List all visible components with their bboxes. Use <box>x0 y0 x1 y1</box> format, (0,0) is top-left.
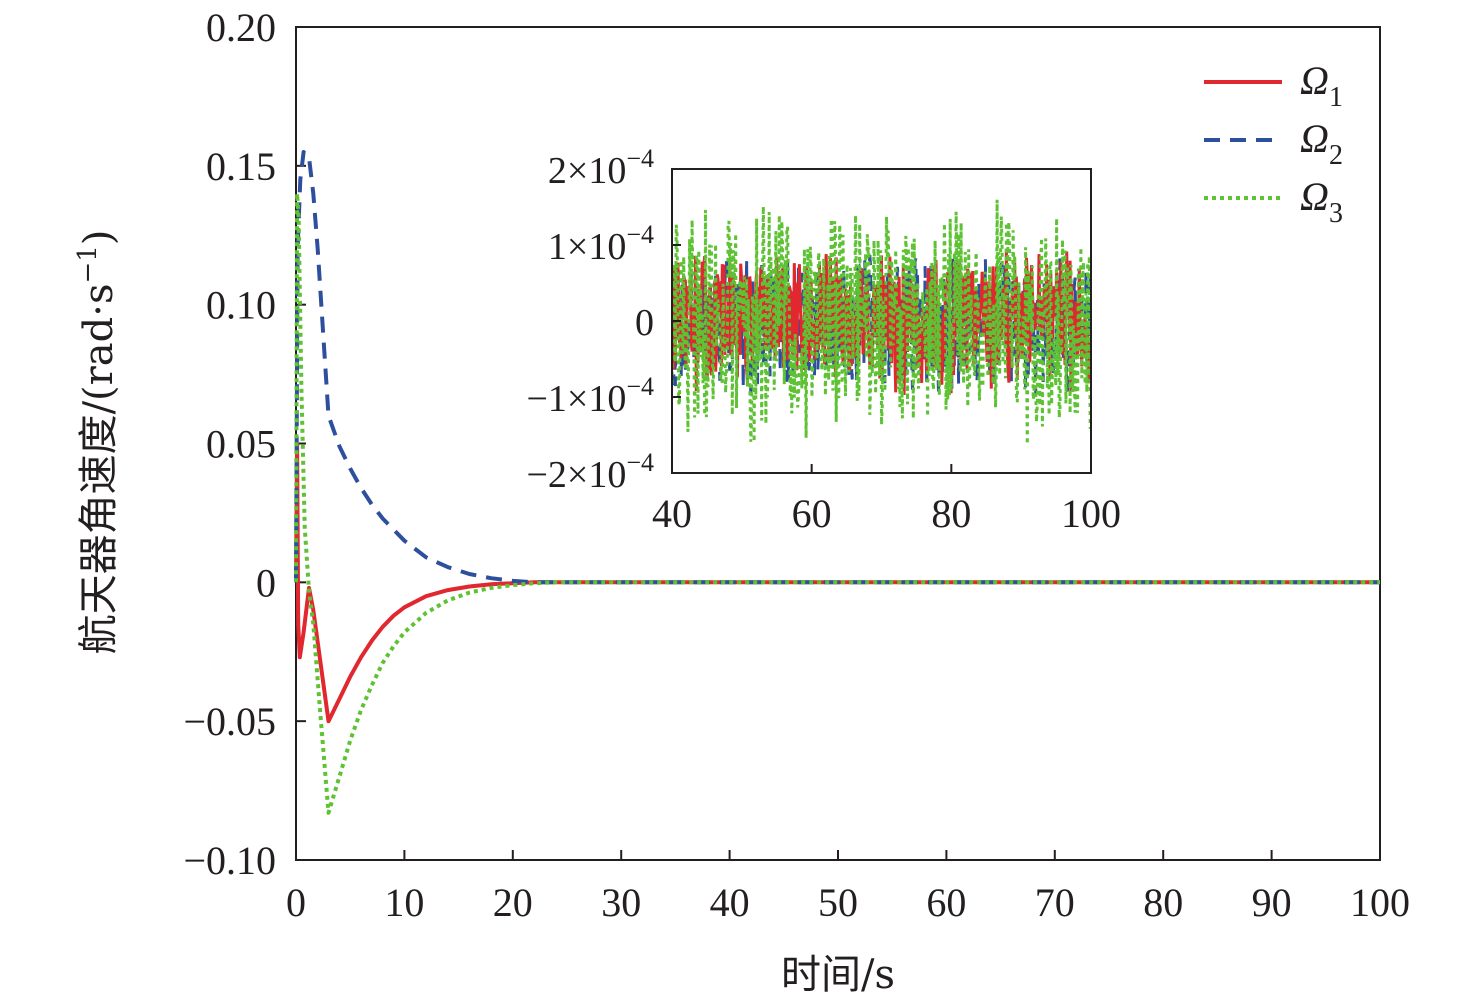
x-tick-label: 0 <box>286 880 306 925</box>
main-plot: 0 10 20 30 40 50 60 70 80 90 100 −0.10 −0.05 0 0.05 0.1… <box>183 5 1410 925</box>
inset-x-tick-label: 100 <box>1061 491 1121 536</box>
legend-label-omega1: Ω1 <box>1300 58 1343 113</box>
x-tick-label: 80 <box>1143 880 1183 925</box>
x-tick-label: 50 <box>818 880 858 925</box>
inset-series-line <box>672 199 1091 445</box>
series-line-omega1 <box>294 441 1380 724</box>
x-tick-label: 40 <box>710 880 750 925</box>
y-tick-label: 0.10 <box>206 283 276 328</box>
inset-x-tick-label: 40 <box>652 491 692 536</box>
y-axis-title-main: 航天器角速度/(rad·s <box>76 284 122 655</box>
y-tick-label: 0.15 <box>206 144 276 189</box>
y-axis-title-close: ) <box>76 230 122 246</box>
y-tick-label: −0.05 <box>183 699 276 744</box>
x-tick-label: 10 <box>384 880 424 925</box>
y-tick-label: 0.20 <box>206 5 276 50</box>
inset-y-tick-label: −1×10−4 <box>526 372 654 420</box>
x-tick-label: 70 <box>1035 880 1075 925</box>
series-line-omega3 <box>294 191 1380 815</box>
inset-y-tick-label: 2×10−4 <box>548 144 654 192</box>
y-axis-title: 航天器角速度/(rad·s−1) <box>73 230 122 655</box>
inset-y-tick-label: 0 <box>635 302 654 344</box>
y-tick-label: 0.05 <box>206 422 276 467</box>
inset-plot: 40 60 80 100 2×10−4 1×10−4 0 −1×10−4 −2×10−4 <box>526 144 1121 536</box>
x-tick-label: 20 <box>493 880 533 925</box>
legend-label-omega3: Ω3 <box>1300 174 1343 229</box>
x-tick-label: 60 <box>926 880 966 925</box>
inset-y-tick-label: 1×10−4 <box>548 220 654 268</box>
legend-label-omega2: Ω2 <box>1300 116 1343 171</box>
x-tick-label: 30 <box>601 880 641 925</box>
y-tick-label: −0.10 <box>183 838 276 883</box>
x-tick-label: 90 <box>1252 880 1292 925</box>
inset-y-tick-label: −2×10−4 <box>526 448 654 496</box>
y-axis-title-superscript: −1 <box>73 245 103 283</box>
inset-x-tick-label: 60 <box>792 491 832 536</box>
x-tick-label: 100 <box>1350 880 1410 925</box>
x-axis-title: 时间/s <box>781 952 895 998</box>
inset-x-tick-label: 80 <box>931 491 971 536</box>
y-tick-label: 0 <box>256 560 276 605</box>
